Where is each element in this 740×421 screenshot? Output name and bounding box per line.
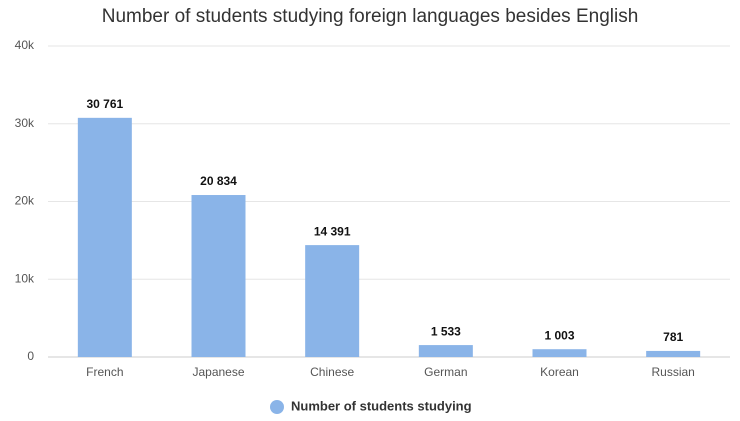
value-label: 20 834 xyxy=(200,174,237,188)
value-label: 14 391 xyxy=(314,224,351,238)
x-tick-label: Russian xyxy=(651,365,694,379)
bar xyxy=(532,349,587,357)
value-label: 1 533 xyxy=(431,324,461,338)
x-tick-label: Japanese xyxy=(192,365,244,379)
y-tick-label: 0 xyxy=(27,349,34,363)
bar xyxy=(191,195,246,357)
bar xyxy=(77,117,132,357)
bar xyxy=(305,245,360,357)
x-tick-label: French xyxy=(86,365,123,379)
y-tick-label: 40k xyxy=(15,38,35,52)
value-label: 30 761 xyxy=(86,97,123,111)
x-tick-label: German xyxy=(424,365,467,379)
bar xyxy=(418,345,473,357)
chart-title: Number of students studying foreign lang… xyxy=(102,6,639,27)
value-label: 1 003 xyxy=(544,328,574,342)
legend-label: Number of students studying xyxy=(291,398,472,413)
y-tick-label: 20k xyxy=(15,194,35,208)
bar xyxy=(646,350,701,357)
x-tick-label: Korean xyxy=(540,365,579,379)
legend-marker xyxy=(270,400,284,414)
value-label: 781 xyxy=(663,330,683,344)
y-tick-label: 30k xyxy=(15,116,35,130)
y-tick-label: 10k xyxy=(15,271,35,285)
x-tick-label: Chinese xyxy=(310,365,354,379)
